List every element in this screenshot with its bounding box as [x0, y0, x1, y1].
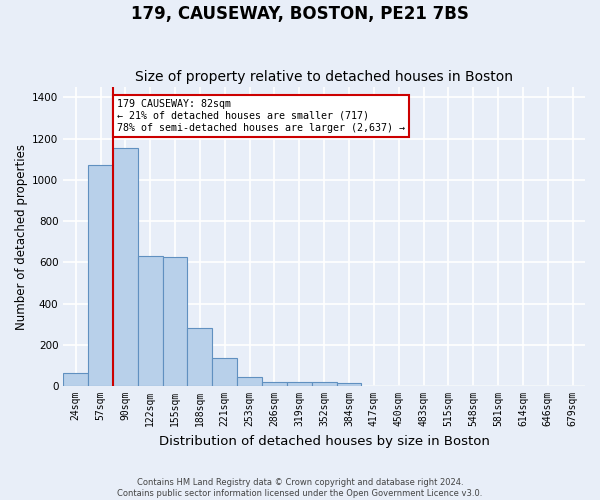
Title: Size of property relative to detached houses in Boston: Size of property relative to detached ho… [135, 70, 513, 85]
Text: 179 CAUSEWAY: 82sqm
← 21% of detached houses are smaller (717)
78% of semi-detac: 179 CAUSEWAY: 82sqm ← 21% of detached ho… [116, 100, 404, 132]
Bar [63, 373, 88, 386]
Bar [262, 382, 287, 386]
Bar [337, 384, 361, 386]
Bar [212, 358, 237, 386]
Bar [237, 377, 262, 386]
Bar [113, 148, 138, 386]
Bar [88, 166, 113, 386]
Y-axis label: Number of detached properties: Number of detached properties [15, 144, 28, 330]
Bar [187, 328, 212, 386]
Text: Contains HM Land Registry data © Crown copyright and database right 2024.
Contai: Contains HM Land Registry data © Crown c… [118, 478, 482, 498]
Bar [287, 382, 312, 386]
Text: 179, CAUSEWAY, BOSTON, PE21 7BS: 179, CAUSEWAY, BOSTON, PE21 7BS [131, 5, 469, 23]
Bar [163, 257, 187, 386]
X-axis label: Distribution of detached houses by size in Boston: Distribution of detached houses by size … [159, 434, 490, 448]
Bar [312, 382, 337, 386]
Bar [138, 256, 163, 386]
